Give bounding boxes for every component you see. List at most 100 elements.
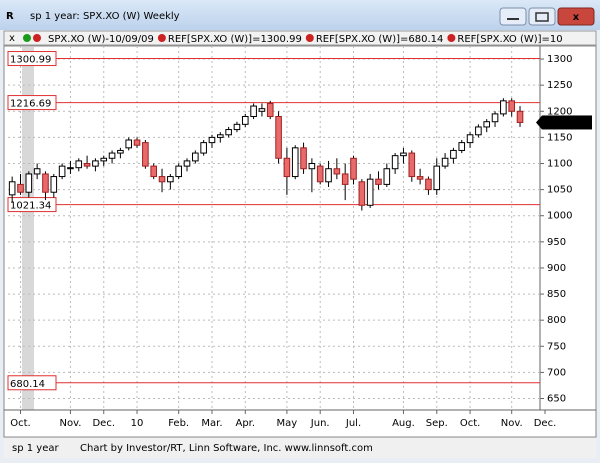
candle-body [500, 100, 507, 115]
candle-body [225, 129, 232, 136]
window-title: sp 1 year: SPX.XO (W) Weekly [30, 11, 180, 22]
candle-body [466, 134, 474, 144]
y-tick-label: 950 [547, 237, 566, 248]
reference-label: 1216.69 [10, 99, 51, 110]
y-tick-label: 900 [547, 263, 566, 274]
candle-body [408, 152, 416, 178]
x-tick-label: May [277, 418, 298, 429]
candle-body [67, 167, 74, 170]
candle-body [383, 168, 391, 185]
x-tick-label: Nov. [501, 418, 523, 429]
candle-body [516, 110, 524, 123]
x-tick-label: Sep. [426, 418, 448, 429]
x-tick-label: Apr. [235, 418, 255, 429]
reference-label-box [7, 375, 57, 391]
candle-body [183, 160, 191, 167]
candle-body [25, 173, 33, 193]
legend-entry: REF[SPX.XO (W)]=10 [457, 34, 562, 45]
minimize-button[interactable] [499, 7, 527, 26]
svg-text:x: x [573, 12, 580, 23]
status-left: sp 1 year [12, 443, 59, 454]
maximize-button[interactable] [528, 7, 556, 26]
reference-label: 680.14 [10, 379, 45, 390]
candle-body [192, 152, 199, 162]
candle-body [300, 147, 307, 170]
candle-body [333, 168, 341, 175]
candle-body [217, 134, 224, 138]
candle-body [358, 181, 366, 206]
candle-body [8, 181, 16, 196]
candle-body [475, 126, 482, 136]
candle-body [350, 157, 357, 180]
candle-body [100, 157, 108, 162]
x-tick-label: Dec. [92, 418, 115, 429]
last-price-box [542, 115, 592, 130]
candle-body [17, 183, 24, 193]
candle-body [250, 105, 257, 118]
y-tick-label: 850 [547, 289, 566, 300]
candle-body [50, 176, 58, 193]
toolbar-close[interactable]: x [9, 33, 15, 44]
x-tick-label: Oct. [10, 418, 30, 429]
y-tick-label: 1300 [547, 54, 572, 65]
candle-body [341, 173, 349, 185]
legend-dot [447, 34, 456, 42]
legend-dot [305, 34, 314, 42]
candle-body [391, 155, 399, 170]
x-tick-label: Nov. [59, 418, 81, 429]
candle-body [158, 176, 166, 183]
candle-body [291, 147, 299, 178]
candle-body [458, 142, 466, 151]
candle-body [366, 178, 374, 206]
x-tick-label: Feb. [168, 418, 189, 429]
candle-body [117, 149, 124, 154]
app-icon[interactable]: R [6, 11, 14, 22]
candle-body [316, 165, 324, 183]
candle-body [241, 116, 249, 125]
x-tick-label: Dec. [534, 418, 557, 429]
y-tick-label: 1050 [547, 185, 572, 196]
candle-body [83, 163, 91, 167]
candle-body [208, 136, 216, 144]
y-tick-label: 800 [547, 315, 566, 326]
candle-body [33, 168, 41, 175]
candle-body [416, 176, 424, 180]
candle-body [441, 157, 449, 167]
candle-body [325, 168, 332, 183]
reference-label: 1021.34 [10, 201, 51, 212]
x-tick-label: Oct. [460, 418, 480, 429]
candle-body [92, 160, 99, 167]
legend-entry: REF[SPX.XO (W)]=680.14 [316, 34, 444, 45]
legend-entry: REF[SPX.XO (W)]=1300.99 [168, 34, 302, 45]
candle-body [275, 116, 282, 159]
y-tick-label: 750 [547, 341, 566, 352]
reference-label-box [7, 51, 57, 67]
legend-entry: SPX.XO (W)-10/09/09 [48, 34, 154, 45]
y-tick-label: 1100 [547, 159, 572, 170]
x-tick-label: Jun. [310, 418, 330, 429]
candle-body [167, 176, 174, 183]
y-tick-label: 650 [547, 394, 566, 405]
legend-dot [157, 34, 166, 42]
status-credit: Chart by Investor/RT, Linn Software, Inc… [80, 443, 373, 454]
y-tick-label: 1250 [547, 80, 572, 91]
close-button[interactable] [557, 7, 595, 26]
candle-body [308, 163, 316, 170]
candle-body [425, 178, 432, 191]
toolbar [3, 30, 597, 46]
x-tick-label: Jul. [345, 418, 361, 429]
last-price-pointer [536, 115, 542, 130]
last-price-label: 1178.59 [546, 118, 587, 129]
candle-body [133, 139, 141, 146]
status-bar [4, 438, 596, 458]
candle-body [508, 100, 515, 112]
candle-body [258, 108, 266, 112]
candle-body [175, 165, 182, 178]
candle-body [142, 142, 149, 167]
candle-body [75, 160, 83, 169]
reference-label: 1300.99 [10, 55, 51, 66]
candle-body [283, 157, 291, 178]
candle-body [125, 139, 133, 149]
candle-body [108, 152, 116, 159]
